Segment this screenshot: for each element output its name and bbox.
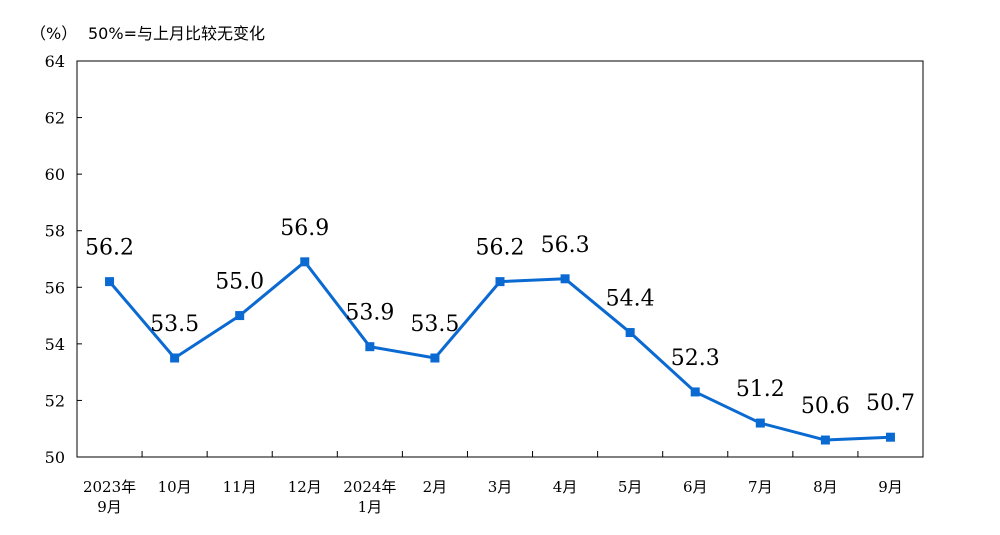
x-tick-label: 3月 — [488, 478, 513, 496]
data-point-marker — [235, 311, 245, 321]
data-label: 53.5 — [410, 312, 459, 337]
data-point-marker — [885, 432, 895, 442]
x-tick-label: 9月 — [97, 498, 122, 516]
data-label: 54.4 — [606, 287, 655, 312]
y-tick-label: 54 — [45, 335, 65, 354]
data-label: 52.3 — [671, 346, 720, 371]
data-point-marker — [625, 328, 635, 338]
data-label: 56.3 — [541, 233, 590, 258]
data-label: 53.5 — [150, 312, 199, 337]
x-tick-label: 2024年 — [343, 478, 396, 496]
y-tick-label: 52 — [45, 391, 65, 410]
x-tick-label: 6月 — [683, 478, 708, 496]
y-tick-label: 64 — [45, 52, 65, 71]
data-point-marker — [495, 277, 505, 287]
series-layer: 56.2 53.5 55.0 56.9 53.9 53.5 56.2 56.3 54.4 52.3… — [85, 216, 915, 445]
data-point-marker — [820, 435, 830, 445]
x-tick-label: 2023年 — [83, 478, 136, 496]
x-tick-label: 5月 — [618, 478, 643, 496]
data-label: 56.2 — [85, 236, 134, 261]
y-axis: 50 52 54 56 58 60 62 64 — [45, 52, 82, 467]
baseline-note: 50%=与上月比较无变化 — [88, 24, 265, 43]
x-tick-label: 11月 — [223, 478, 257, 496]
data-label: 56.9 — [280, 216, 329, 241]
x-tick-label: 2月 — [423, 478, 448, 496]
plot-frame — [76, 60, 924, 458]
data-point-marker — [170, 353, 180, 363]
data-label: 50.7 — [866, 391, 915, 416]
data-label: 50.6 — [801, 394, 850, 419]
data-point-marker — [755, 418, 765, 428]
data-label: 51.2 — [736, 377, 785, 402]
data-label: 56.2 — [476, 236, 525, 261]
x-tick-label: 8月 — [813, 478, 838, 496]
y-tick-label: 62 — [45, 109, 65, 128]
data-point-marker — [105, 277, 115, 287]
y-tick-label: 50 — [45, 448, 65, 467]
data-point-marker — [560, 274, 570, 284]
x-axis: 2023年 9月 10月 11月 12月 2024年 1月 2月 3月 4月 5月 6月 7月 8月 9月 — [76, 451, 924, 516]
x-tick-label: 4月 — [553, 478, 578, 496]
x-tick-label: 9月 — [878, 478, 903, 496]
data-point-marker — [430, 353, 440, 363]
x-tick-label: 7月 — [748, 478, 773, 496]
data-point-marker — [690, 387, 700, 397]
x-tick-label: 12月 — [288, 478, 322, 496]
data-label: 55.0 — [215, 270, 264, 295]
y-tick-label: 60 — [45, 165, 65, 184]
y-tick-label: 58 — [45, 222, 65, 241]
data-label: 53.9 — [345, 301, 394, 326]
x-tick-label: 10月 — [158, 478, 192, 496]
data-point-marker — [365, 342, 375, 352]
y-tick-label: 56 — [45, 278, 65, 297]
data-point-marker — [300, 257, 310, 267]
x-tick-label: 1月 — [358, 498, 383, 516]
unit-label: （%） — [30, 24, 78, 43]
